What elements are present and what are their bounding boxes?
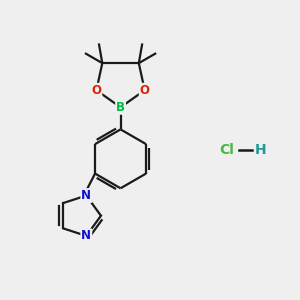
Text: B: B [116, 101, 125, 114]
Text: N: N [81, 230, 91, 242]
Text: H: H [255, 143, 266, 157]
Text: O: O [140, 84, 150, 97]
Text: Cl: Cl [219, 143, 234, 157]
Text: O: O [92, 84, 101, 97]
Text: N: N [81, 189, 91, 202]
